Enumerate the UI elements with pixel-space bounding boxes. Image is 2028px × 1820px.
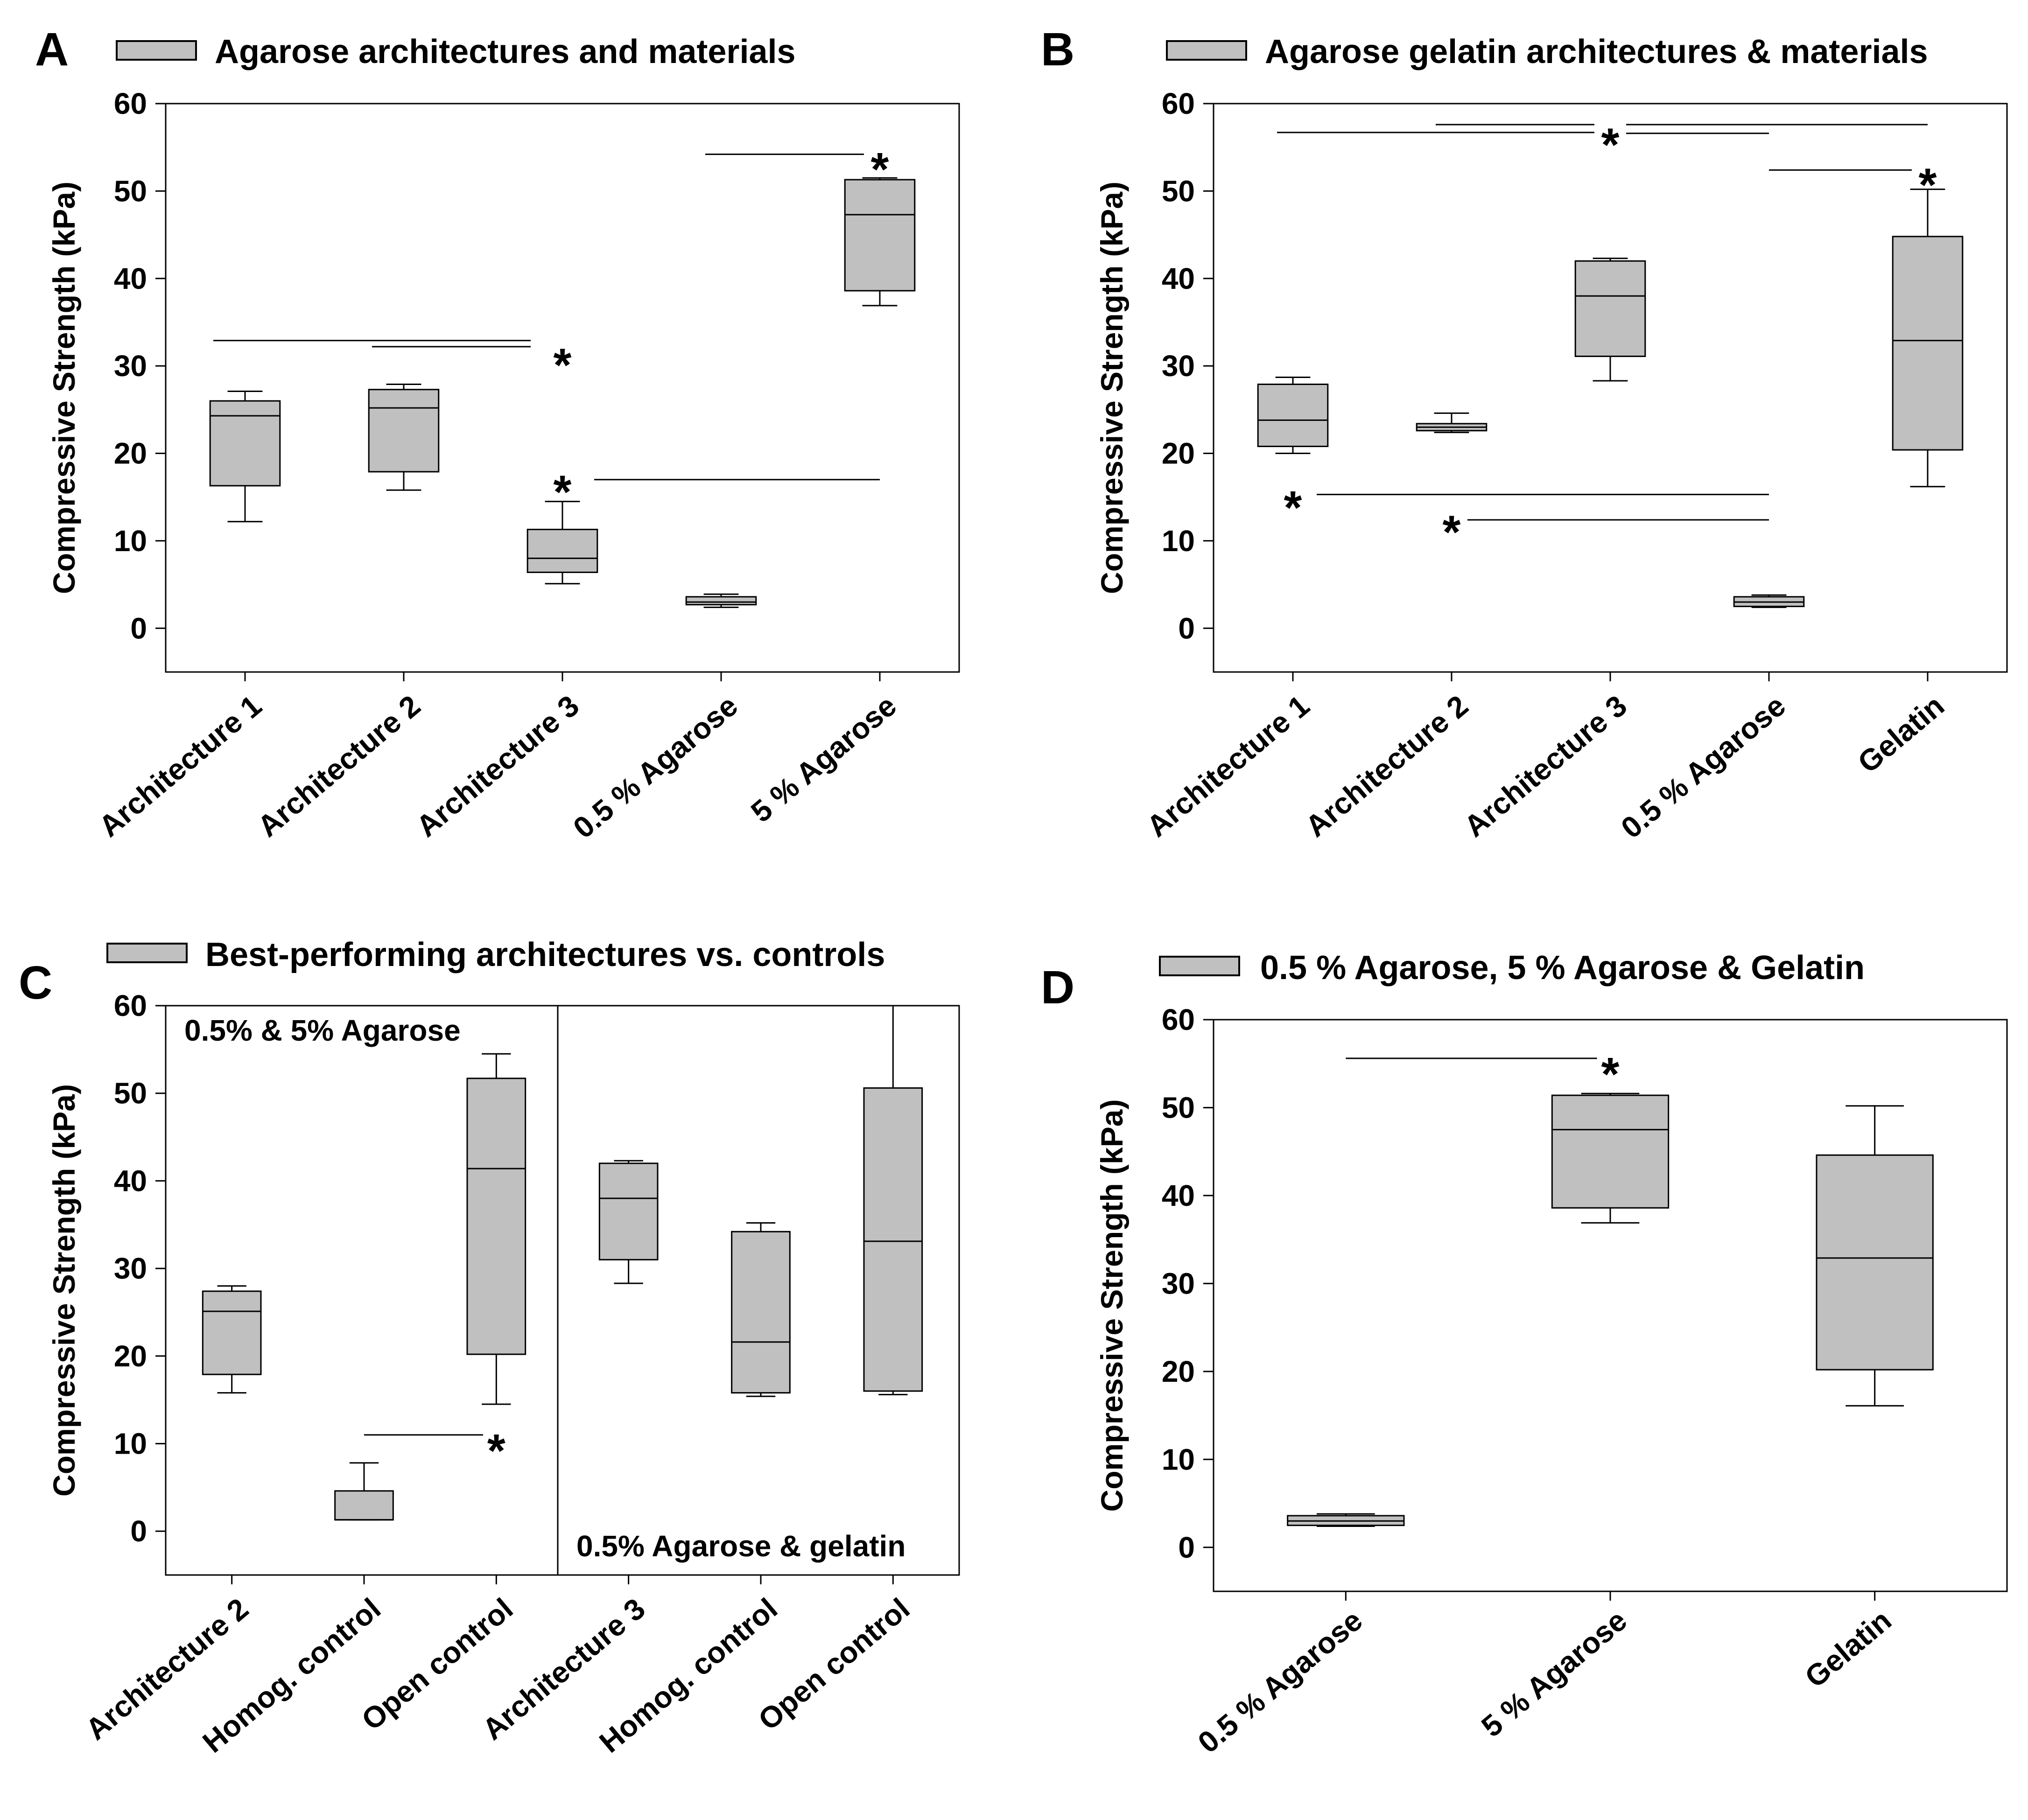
y-tick-label: 60 [1162,87,1195,120]
y-tick-label: 20 [1162,1355,1195,1388]
panel-letter: B [1041,23,1074,76]
box-5 [731,1222,791,1397]
y-tick-label: 30 [1162,349,1195,383]
box-3 [526,501,598,585]
y-tick-label: 10 [1162,524,1195,558]
box-body [209,400,281,487]
y-tick-label: 50 [1162,174,1195,208]
y-tick-label: 50 [1162,1091,1195,1124]
box-body [202,1290,262,1375]
box-body [466,1078,526,1355]
y-tick-label: 30 [114,349,147,383]
legend-label: 0.5 % Agarose, 5 % Agarose & Gelatin [1260,949,1865,987]
group-note: 0.5% & 5% Agarose [184,1014,461,1047]
box-body [1574,260,1646,357]
box-body [598,1162,659,1260]
y-tick-label: 40 [114,1164,147,1197]
y-tick-label: 0 [1178,611,1195,645]
y-tick-label: 60 [1162,1003,1195,1036]
y-tick-label: 40 [114,262,147,295]
y-tick-label: 10 [1162,1442,1195,1476]
y-axis-label: Compressive Strength (kPa) [47,182,81,594]
box-2 [1416,412,1488,434]
y-tick-label: 0 [1178,1531,1195,1564]
box-body [368,389,440,473]
box-5 [844,177,916,307]
box-2 [334,1462,394,1521]
box-6 [863,1006,923,1395]
significance-star: * [1919,159,1937,211]
y-tick-label: 0 [130,611,147,645]
y-tick-label: 40 [1162,1179,1195,1212]
box-1 [202,1285,262,1394]
plot-frame [165,1005,960,1576]
y-tick-label: 50 [114,174,147,208]
y-axis-label: Compressive Strength (kPa) [1095,182,1129,594]
box-1 [209,390,281,523]
y-tick-label: 20 [114,1339,147,1373]
legend-swatch [106,943,188,963]
y-tick-label: 30 [114,1252,147,1285]
box-5 [1892,189,1964,488]
box-2 [368,384,440,491]
box-body [526,529,598,573]
y-axis-label: Compressive Strength (kPa) [47,1084,81,1497]
group-note: 0.5% Agarose & gelatin [576,1529,905,1563]
significance-star: * [554,466,572,518]
box-body [685,596,757,606]
y-tick-label: 50 [114,1077,147,1110]
panel-letter: D [1041,961,1074,1014]
box-body [1551,1094,1670,1209]
legend-swatch [1166,40,1247,61]
panel-letter: C [19,957,52,1009]
y-axis-label: Compressive Strength (kPa) [1095,1099,1129,1512]
significance-star: * [1601,119,1620,171]
box-3 [1574,258,1646,382]
box-body [1257,384,1329,448]
box-body [334,1490,394,1521]
box-2 [1551,1092,1670,1224]
box-body [1816,1154,1934,1371]
legend-label: Agarose gelatin architectures & material… [1265,33,1928,70]
box-4 [1733,594,1805,608]
box-3 [1816,1105,1934,1407]
box-1 [1257,377,1329,455]
y-tick-label: 60 [114,87,147,120]
significance-star: * [1601,1048,1620,1100]
y-tick-label: 30 [1162,1267,1195,1300]
panel-letter: A [35,23,69,76]
box-1 [1287,1513,1405,1527]
box-4 [685,593,757,608]
significance-star: * [1443,506,1461,559]
y-tick-label: 10 [114,524,147,558]
box-body [731,1231,791,1394]
significance-star: * [554,339,572,392]
significance-star: * [871,143,889,196]
box-4 [598,1160,659,1284]
y-tick-label: 20 [114,437,147,470]
box-3 [466,1053,526,1405]
legend-label: Agarose architectures and materials [215,33,796,70]
legend-label: Best-performing architectures vs. contro… [205,936,885,973]
legend-swatch [116,40,197,61]
box-body [844,179,916,292]
y-tick-label: 20 [1162,437,1195,470]
significance-star: * [1284,482,1302,534]
y-tick-label: 10 [114,1427,147,1460]
y-tick-label: 60 [114,989,147,1022]
y-tick-label: 40 [1162,262,1195,295]
box-body [1892,236,1964,451]
y-tick-label: 0 [130,1514,147,1548]
legend-swatch [1159,956,1240,976]
significance-star: * [487,1425,505,1477]
box-body [863,1087,923,1392]
